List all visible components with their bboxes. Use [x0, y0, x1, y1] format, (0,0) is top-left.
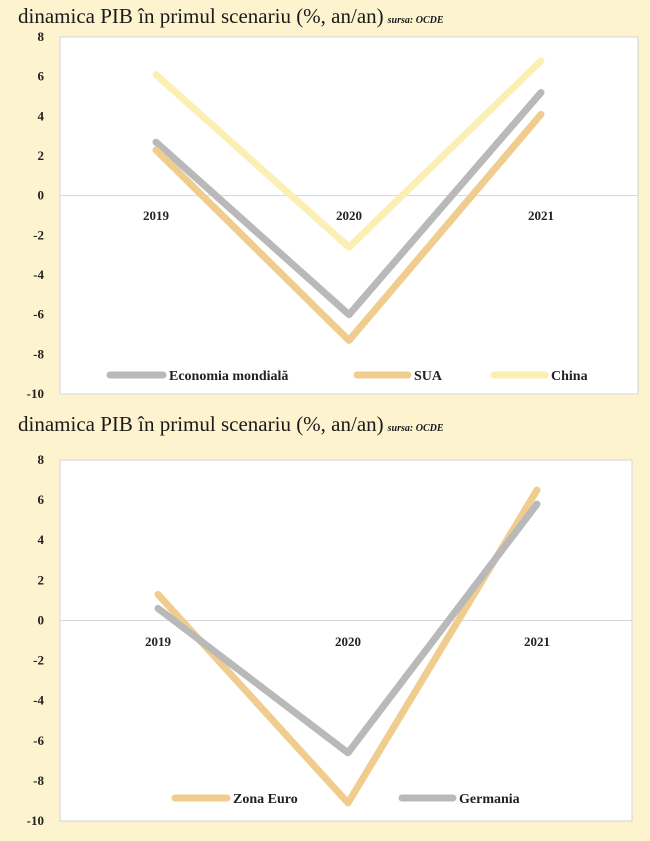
y-tick-label: -10 — [27, 386, 44, 401]
data-point-china — [346, 244, 352, 250]
plot-area — [59, 459, 633, 822]
data-point-zona-euro — [155, 591, 161, 597]
data-point-zona-euro — [534, 487, 540, 493]
chart-europe: 8 6 4 2 0 -2 -4 -6 -8 -10 2019 2020 2021 Zona Euro Ger… — [27, 452, 633, 828]
data-point-zona-euro — [345, 800, 351, 806]
data-point-economia-mondiala — [346, 312, 352, 318]
data-point-germania — [155, 605, 161, 611]
chart-source: sursa: OCDE — [387, 423, 444, 434]
y-tick-label: -2 — [33, 227, 44, 242]
data-point-china — [153, 72, 159, 78]
y-tick-label: 2 — [38, 572, 45, 587]
data-point-sua — [153, 147, 159, 153]
x-tick-label: 2021 — [524, 634, 550, 649]
data-point-economia-mondiala — [153, 139, 159, 145]
y-tick-label: -6 — [33, 733, 44, 748]
x-tick-label: 2021 — [528, 208, 554, 223]
x-tick-label: 2019 — [143, 208, 170, 223]
y-tick-label: 0 — [38, 612, 45, 627]
legend-label-zona-euro: Zona Euro — [233, 792, 298, 807]
data-point-germania — [345, 750, 351, 756]
y-tick-label: 2 — [38, 148, 45, 163]
legend-label-economia-mondiala: Economia mondială — [169, 369, 288, 384]
y-tick-label: -6 — [33, 307, 44, 322]
data-point-china — [538, 58, 544, 64]
y-tick-label: 6 — [38, 69, 45, 84]
legend-label-china: China — [551, 369, 588, 384]
x-tick-label: 2020 — [336, 208, 362, 223]
x-tick-label: 2019 — [145, 634, 172, 649]
chart-title: dinamica PIB în primul scenariu (%, an/a… — [18, 412, 444, 436]
y-tick-label: -8 — [33, 773, 44, 788]
y-tick-label: -2 — [33, 653, 44, 668]
x-tick-label: 2020 — [335, 634, 361, 649]
chart-panel-europe: 8 6 4 2 0 -2 -4 -6 -8 -10 2019 2020 2021 Zona Euro Ger… — [0, 410, 650, 841]
y-tick-label: 4 — [38, 108, 45, 123]
legend-label-sua: SUA — [414, 369, 443, 384]
y-tick-label: -10 — [27, 813, 44, 828]
chart-source: sursa: OCDE — [387, 15, 444, 26]
y-tick-label: -4 — [33, 693, 44, 708]
y-tick-label: 6 — [38, 492, 45, 507]
data-point-economia-mondiala — [538, 90, 544, 96]
data-point-sua — [538, 111, 544, 117]
chart-panel-world: 8 6 4 2 0 -2 -4 -6 -8 -10 2019 2020 2021 Economia mon… — [0, 0, 650, 420]
legend-label-germania: Germania — [459, 792, 520, 807]
chart-title: dinamica PIB în primul scenariu (%, an/a… — [18, 4, 444, 28]
chart-world: 8 6 4 2 0 -2 -4 -6 -8 -10 2019 2020 2021 Economia mon… — [27, 29, 639, 401]
data-point-sua — [346, 337, 352, 343]
y-tick-label: 8 — [38, 452, 45, 467]
y-tick-label: 8 — [38, 29, 45, 44]
data-point-germania — [534, 501, 540, 507]
y-tick-label: 4 — [38, 532, 45, 547]
y-tick-label: 0 — [38, 188, 45, 203]
y-tick-label: -4 — [33, 267, 44, 282]
y-tick-label: -8 — [33, 346, 44, 361]
